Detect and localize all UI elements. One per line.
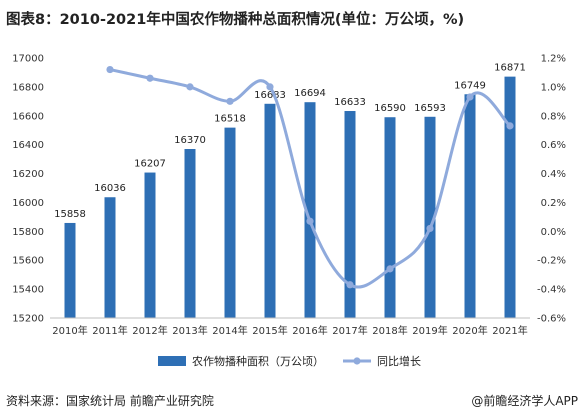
x-tick-label: 2013年	[172, 324, 207, 337]
x-tick-label: 2021年	[492, 324, 527, 337]
x-tick-label: 2016年	[292, 324, 327, 337]
bar	[424, 116, 436, 319]
x-tick-label: 2018年	[372, 324, 407, 337]
growth-point	[506, 122, 514, 130]
x-tick-label: 2014年	[212, 324, 247, 337]
bar	[504, 76, 516, 318]
bar	[184, 149, 196, 318]
y-left-tick-label: 16400	[12, 140, 44, 151]
bars-layer	[64, 76, 516, 319]
source-note: 资料来源：国家统计局 前瞻产业研究院	[6, 394, 214, 408]
bar-value-label: 16593	[414, 103, 446, 114]
growth-point	[306, 217, 314, 225]
bar	[224, 127, 236, 318]
y-right-tick-label: 1.0%	[541, 82, 566, 93]
x-tick-label: 2010年	[52, 324, 87, 337]
growth-point	[106, 65, 114, 74]
y-right-tick-label: 0.6%	[541, 140, 566, 151]
growth-point	[226, 97, 234, 105]
growth-point	[146, 74, 154, 82]
legend-bar-swatch	[158, 356, 186, 366]
growth-point	[426, 224, 434, 233]
bar	[64, 222, 76, 318]
bar-value-label: 16633	[334, 97, 366, 108]
bar-value-label: 16871	[494, 63, 526, 74]
growth-point	[186, 83, 194, 91]
brand-note: @前瞻经济学人APP	[471, 394, 578, 408]
y-left-tick-label: 15400	[12, 285, 44, 296]
axes-layer: 15200 15400 15600 15800 16000 16200 16400 16600…	[12, 54, 566, 338]
bar	[144, 172, 156, 318]
legend: 农作物播种面积（万公顷） 同比增长	[158, 354, 421, 368]
growth-point	[346, 281, 354, 289]
y-right-tick-label: 0.2%	[541, 198, 566, 209]
y-right-tick-label: 0.8%	[541, 111, 566, 122]
bar-value-label: 16036	[94, 183, 126, 194]
data-labels-layer: 15858 16036 16207 16370 16518 16683 16694 16633…	[54, 63, 526, 220]
bar	[264, 103, 276, 319]
bar	[384, 117, 396, 318]
y-right-tick-label: 0.4%	[541, 169, 566, 180]
y-right-tick-label: -0.2%	[537, 256, 566, 267]
x-tick-label: 2019年	[412, 324, 447, 337]
bar-value-label: 15858	[54, 209, 86, 220]
bar-value-label: 16590	[374, 103, 406, 114]
y-left-tick-label: 15800	[12, 227, 44, 238]
bar-value-label: 16370	[174, 135, 206, 146]
x-tick-label: 2011年	[92, 324, 127, 337]
chart-title: 图表8：2010-2021年中国农作物播种总面积情况(单位：万公顷，%)	[6, 12, 465, 28]
legend-bar-label: 农作物播种面积（万公顷）	[192, 354, 324, 368]
y-right-tick-label: -0.6%	[537, 314, 566, 325]
y-left-tick-label: 15600	[12, 256, 44, 267]
y-left-tick-label: 16000	[12, 198, 44, 209]
legend-line-marker	[353, 357, 361, 365]
growth-point	[266, 83, 274, 91]
growth-point	[466, 93, 474, 101]
bar	[304, 102, 316, 318]
bar-value-label: 16683	[254, 90, 286, 101]
bar-value-label: 16694	[294, 88, 326, 99]
x-tick-label: 2017年	[332, 324, 367, 337]
x-tick-label: 2015年	[252, 324, 287, 337]
legend-line-label: 同比增长	[377, 354, 421, 368]
bar	[464, 94, 476, 318]
y-right-tick-label: 1.2%	[541, 54, 566, 65]
growth-line-layer	[106, 65, 514, 289]
bar	[104, 197, 116, 318]
y-right-tick-label: 0.0%	[541, 227, 566, 238]
y-right-tick-label: -0.4%	[537, 285, 566, 296]
bar-value-label: 16207	[134, 159, 166, 170]
x-tick-label: 2012年	[132, 324, 167, 337]
y-left-tick-label: 16600	[12, 111, 44, 122]
bar-value-label: 16518	[214, 114, 246, 125]
y-left-tick-label: 15200	[12, 314, 44, 325]
x-tick-label: 2020年	[452, 324, 487, 337]
growth-point	[386, 265, 394, 273]
bar-value-label: 16749	[454, 80, 486, 91]
y-left-tick-label: 16800	[12, 82, 44, 93]
y-left-tick-label: 17000	[12, 54, 44, 65]
y-left-tick-label: 16200	[12, 169, 44, 180]
bar	[344, 111, 356, 318]
